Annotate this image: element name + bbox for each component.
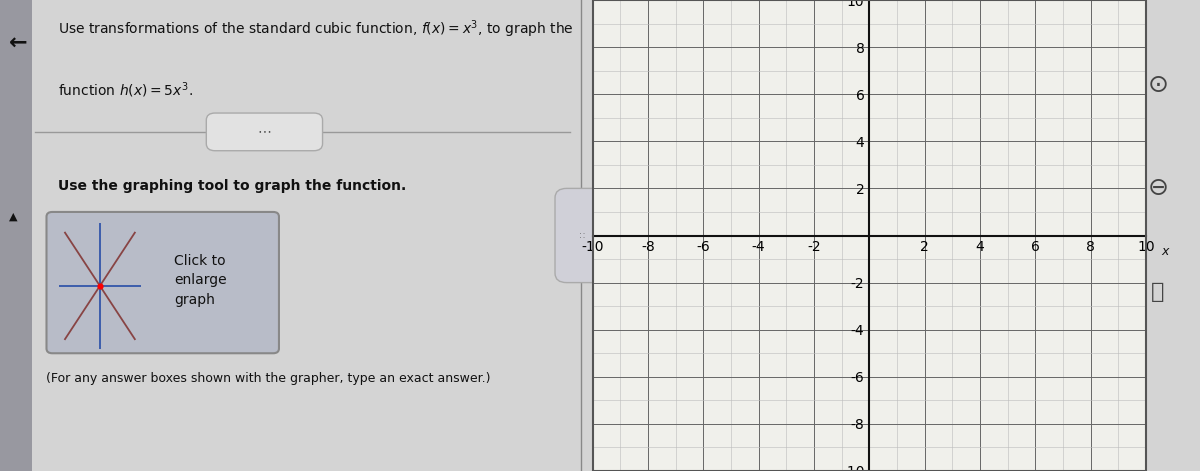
Text: Use transformations of the standard cubic function, $f(x)=x^3$, to graph the: Use transformations of the standard cubi… <box>58 19 574 41</box>
Text: ←: ← <box>8 33 28 53</box>
Text: function $h(x) = 5x^3$.: function $h(x) = 5x^3$. <box>58 80 193 100</box>
Text: : :: : : <box>580 231 586 240</box>
Text: ⧉: ⧉ <box>1151 282 1165 302</box>
Text: Use the graphing tool to graph the function.: Use the graphing tool to graph the funct… <box>58 179 407 193</box>
FancyBboxPatch shape <box>47 212 278 353</box>
Text: ⊖: ⊖ <box>1147 177 1169 200</box>
Text: x: x <box>1162 245 1169 259</box>
Bar <box>0 0 32 471</box>
FancyBboxPatch shape <box>206 113 323 151</box>
Text: (For any answer boxes shown with the grapher, type an exact answer.): (For any answer boxes shown with the gra… <box>47 372 491 385</box>
Text: ▲: ▲ <box>8 212 17 222</box>
Text: Click to
enlarge
graph: Click to enlarge graph <box>174 254 227 307</box>
Text: ⊙: ⊙ <box>1147 73 1169 97</box>
FancyBboxPatch shape <box>556 188 611 283</box>
Text: ⋯: ⋯ <box>258 124 271 138</box>
Bar <box>593 0 1146 471</box>
